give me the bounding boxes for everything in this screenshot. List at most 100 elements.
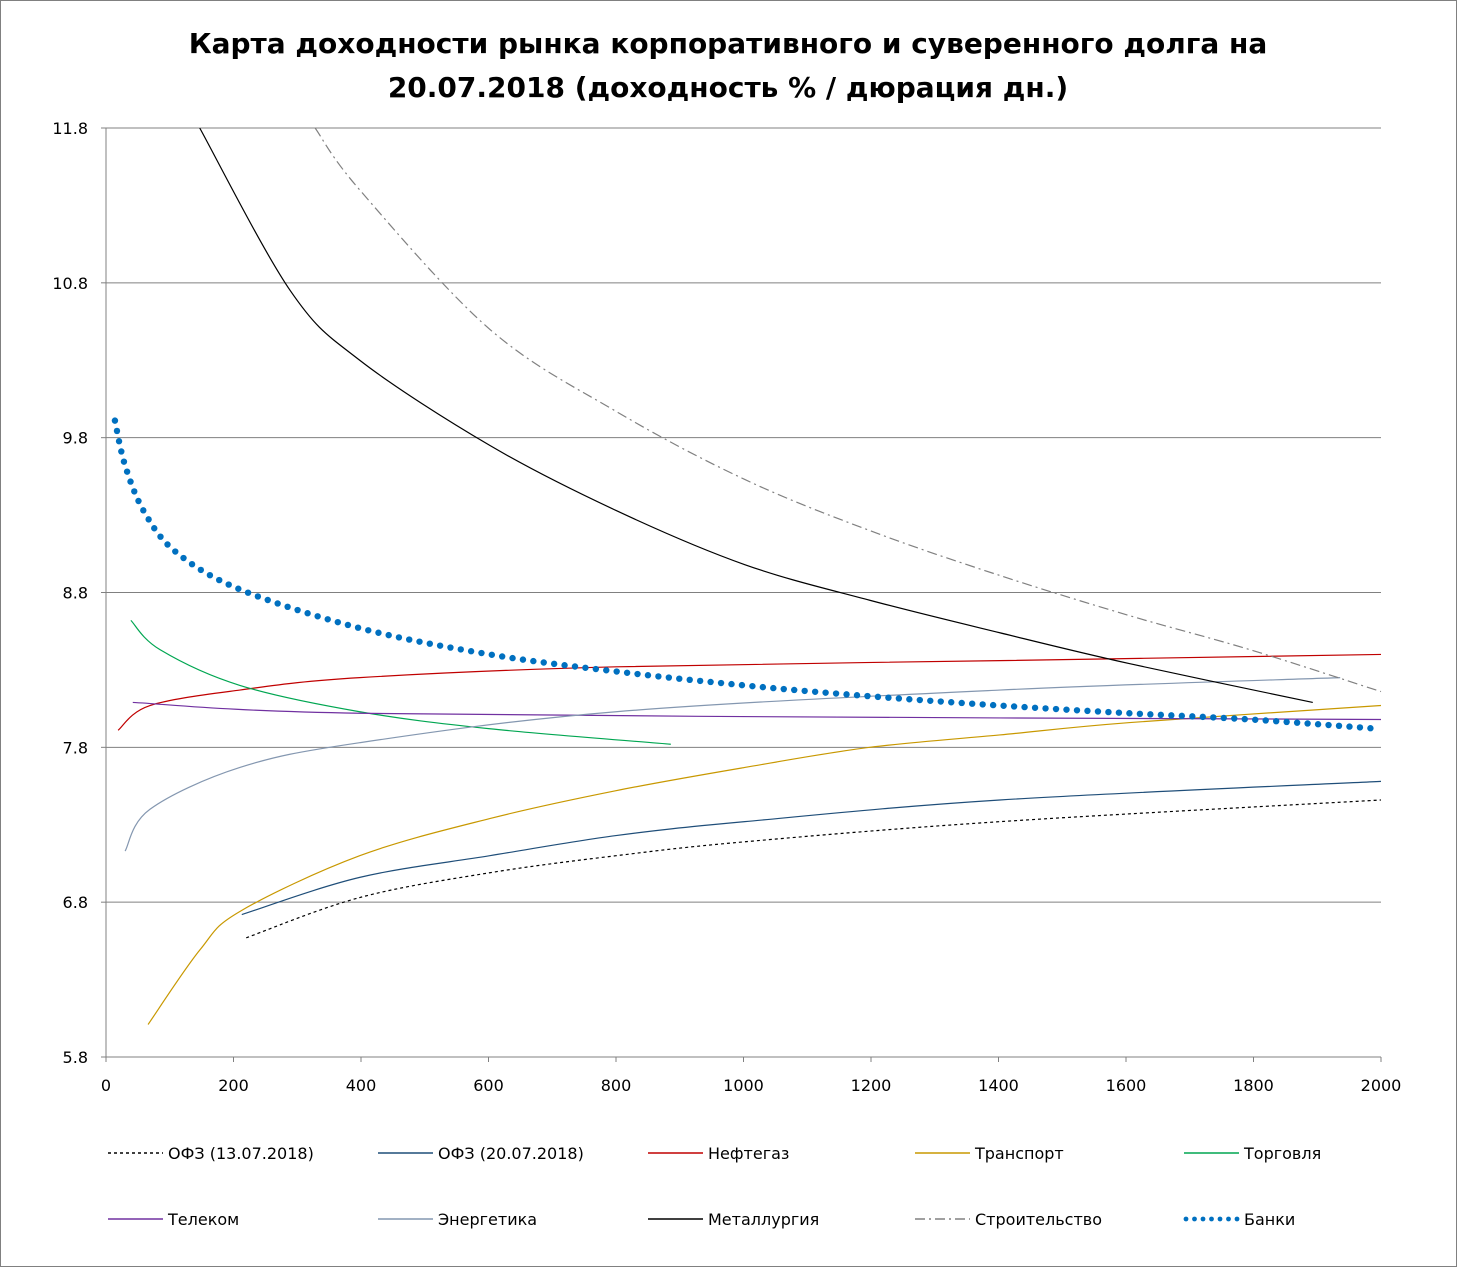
series-banki-dot [916,696,924,704]
series-banki-dot [906,696,913,703]
series-banki-dot [385,631,392,639]
series-3-line [147,704,1382,1025]
series-banki-dot [1210,714,1217,721]
series-banki-dot [1262,717,1269,724]
series-banki-dot [1073,707,1081,714]
series-banki-dot [1147,711,1154,718]
series-banki-dot [416,638,423,645]
legend-swatch-dot [1200,1216,1206,1222]
chart-title-line-2: 20.07.2018 (доходность % / дюрация дн.) [388,71,1068,104]
series-banki-dot [172,548,179,555]
series-banki-dot [968,700,976,707]
series-banki-dot [1314,721,1322,728]
y-tick-label: 5.8 [63,1048,88,1067]
series-banki-dot [151,525,158,532]
series-banki-dot [707,678,714,686]
series-banki-dot [676,675,683,682]
series-banki-dot [738,681,746,689]
series-banki-dot [1367,725,1374,732]
legend-label: Нефтегаз [708,1144,789,1163]
x-tick-label: 1400 [978,1076,1019,1095]
series-banki-dot [644,672,652,679]
legend-item: Телеком [108,1210,239,1229]
series-0-line [246,799,1382,939]
series-banki-dot [120,458,128,465]
series-banki-dot [530,657,537,665]
series-banki-dot [979,701,986,708]
series-banki-dot [1031,704,1039,711]
series-banki-dot [1136,710,1144,718]
series-banki-dot [1356,724,1364,731]
series-banki-dot [853,692,861,699]
series-banki-dot [478,649,485,657]
x-tick-label: 1800 [1233,1076,1274,1095]
legend-swatch-dot [1217,1216,1223,1222]
series-banki-dot [324,616,331,623]
legend-item: Строительство [915,1210,1102,1229]
series-banki-dot [571,663,579,670]
series-banki-dot [206,571,214,579]
series-banki-dot [582,664,589,671]
axes: 5.8 6.8 7.8 8.8 9.8 10.8 11.8 0 200 400 600 800 1000… [52,119,1401,1095]
x-tick-label: 800 [601,1076,632,1095]
legend-item: Нефтегаз [648,1144,789,1163]
series-banki-dot [406,636,413,643]
series-banki-dot [519,656,527,663]
legend-label: Транспорт [974,1144,1064,1163]
series-banki-dot [216,576,223,584]
series-banki-dot [665,674,673,681]
series-banki-dot [225,581,232,588]
series-banki-dot [395,634,403,641]
series-banki-dot [780,685,787,693]
series-banki-dot [344,621,352,629]
series-banki-dot [123,468,131,475]
series-4-line [130,619,671,745]
series-banki-dot [1220,714,1227,722]
series-1-line [241,780,1382,916]
series-banki-dot [770,684,777,692]
series-banki-dot [436,642,444,649]
series-banki-dot [634,670,641,678]
series-banki-dot [131,488,138,495]
series-banki-dot [686,676,693,684]
series-banki-dot [1178,712,1186,720]
series-banki-dot [457,646,464,653]
series-banki-dot [115,438,123,445]
series-banki-dot [1293,719,1301,726]
y-tick-label: 7.8 [63,738,88,757]
series-banki-dot [164,541,171,548]
series-banki-dot [284,603,291,611]
series-banki-dot [1241,715,1248,723]
legend-label: Телеком [167,1210,239,1229]
series-banki-dot [749,682,756,690]
series-banki-dot [958,699,965,707]
series-banki-dot [613,668,620,675]
x-tick-label: 1000 [723,1076,764,1095]
legend-item: Банки [1183,1210,1295,1229]
series-banki-dot [561,662,568,669]
x-tick-label: 600 [473,1076,504,1095]
series-banki-dot [864,692,871,700]
series-banki-dot [655,673,662,680]
series-banki-dot [885,694,892,701]
legend-item: Металлургия [648,1210,819,1229]
series-banki-dot [1252,716,1259,723]
x-tick-label: 0 [101,1076,111,1095]
series-banki-dot [811,688,819,695]
series-banki-dot [188,560,196,568]
series-banki-dot [447,644,454,651]
series-banki-dot [498,653,506,660]
series-banki-dot [375,629,382,636]
legend-swatch-dot [1183,1216,1189,1222]
series-banki-dot [989,701,997,709]
series-banki-dot [274,600,281,607]
series-banki-dot [314,613,321,620]
y-tick-label: 8.8 [63,584,88,603]
series-banki-dot [1052,705,1060,713]
series-banki-dot [1157,711,1165,719]
series-banki-dot [540,659,547,666]
series-banki-dot [717,679,725,687]
legend-swatch-dot [1192,1216,1197,1222]
series-banki-dot [1094,708,1102,715]
series-banki-dot [696,677,704,685]
